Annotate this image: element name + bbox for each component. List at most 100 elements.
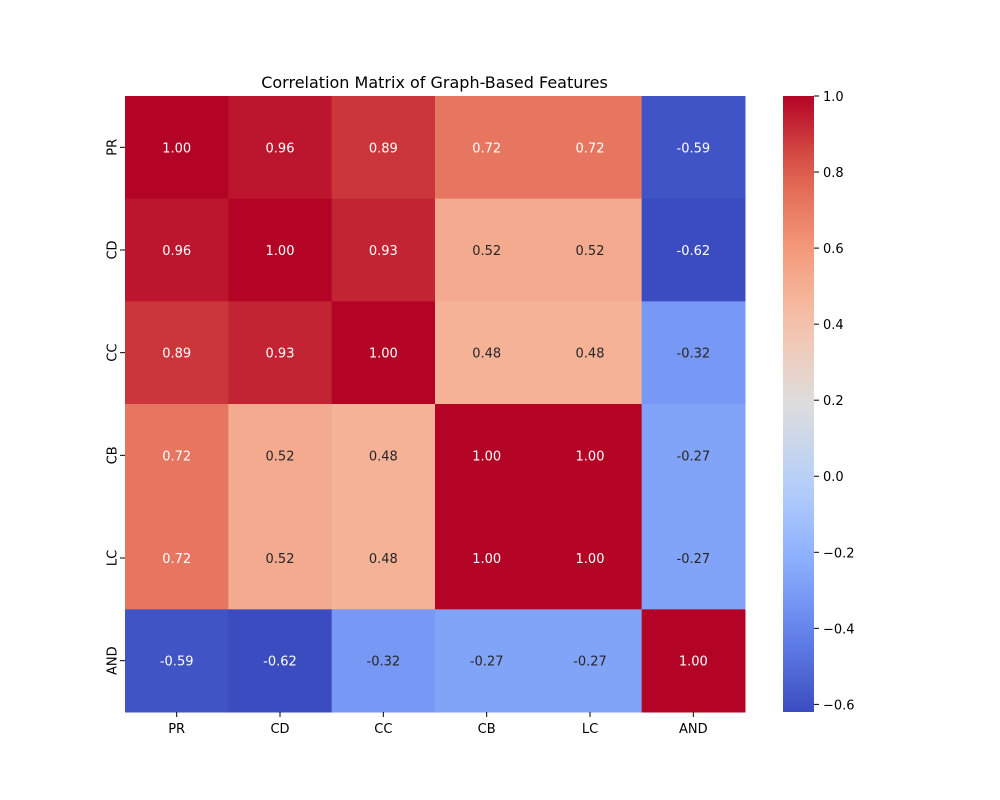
cell-value-label: 0.96: [266, 141, 295, 156]
cell-value-label: -0.32: [677, 347, 711, 362]
cell-value-label: 0.72: [162, 552, 191, 567]
heatmap-cells: 1.00 0.96 0.89 0.72 0.72 -0.59 0.96 1.00 0.93 0.5…: [125, 96, 746, 713]
heatmap-cell: [331, 506, 436, 610]
x-tick-label: CC: [374, 722, 392, 737]
heatmap-cell: [435, 506, 539, 610]
colorbar-tick-label: 0.6: [823, 242, 844, 257]
heatmap-cell: [435, 96, 539, 200]
heatmap-cell: [228, 301, 333, 405]
cell-value-label: -0.59: [677, 141, 711, 156]
heatmap-cell: [435, 404, 539, 508]
heatmap-cell: [641, 96, 746, 200]
cell-value-label: 1.00: [162, 141, 191, 156]
colorbar-tick-label: 0.0: [823, 470, 844, 485]
heatmap-cell: [641, 301, 746, 405]
cell-value-label: 0.89: [162, 347, 191, 362]
x-tick-label: CB: [478, 722, 496, 737]
colorbar: 1.0 0.8 0.6 0.4 0.2 0.0 −0.2 −0.4 −0.6: [783, 90, 855, 713]
heatmap-cell: [538, 404, 643, 508]
cell-value-label: -0.59: [160, 655, 194, 670]
x-tick-label: PR: [168, 722, 185, 737]
chart-title: Correlation Matrix of Graph-Based Featur…: [261, 73, 608, 92]
y-tick-label: CD: [106, 240, 121, 259]
colorbar-tick-label: 0.4: [823, 318, 844, 333]
heatmap-cell: [331, 609, 436, 713]
x-tick-label: AND: [679, 722, 708, 737]
cell-value-label: -0.32: [367, 655, 401, 670]
heatmap-cell: [228, 96, 333, 200]
heatmap-cell: [435, 301, 539, 405]
y-tick-label: PR: [106, 139, 121, 156]
cell-value-label: 0.96: [162, 244, 191, 259]
heatmap-cell: [331, 404, 436, 508]
cell-value-label: 0.72: [576, 141, 605, 156]
heatmap-cell: [435, 609, 539, 713]
colorbar-tick-label: −0.4: [823, 622, 855, 637]
cell-value-label: 1.00: [472, 449, 501, 464]
cell-value-label: -0.27: [470, 655, 504, 670]
colorbar-tick-label: 0.2: [823, 394, 844, 409]
heatmap-cell: [435, 198, 539, 302]
y-tick-label: LC: [106, 550, 121, 566]
heatmap-cell: [538, 301, 643, 405]
cell-value-label: 0.93: [266, 347, 295, 362]
heatmap-cell: [538, 96, 643, 200]
cell-value-label: 0.72: [162, 449, 191, 464]
heatmap-cell: [538, 198, 643, 302]
heatmap-cell: [538, 609, 643, 713]
y-tick-label: CB: [106, 446, 121, 464]
cell-value-label: 0.89: [369, 141, 398, 156]
cell-value-label: -0.62: [263, 655, 297, 670]
cell-value-label: 0.52: [576, 244, 605, 259]
cell-value-label: 0.52: [266, 552, 295, 567]
cell-value-label: -0.27: [573, 655, 607, 670]
cell-value-label: 1.00: [679, 655, 708, 670]
heatmap-cell: [125, 301, 229, 405]
x-axis: PR CD CC CB LC AND: [168, 712, 708, 737]
cell-value-label: 0.93: [369, 244, 398, 259]
colorbar-tick-label: −0.6: [823, 698, 855, 713]
y-tick-label: AND: [106, 646, 121, 675]
x-tick-label: LC: [582, 722, 598, 737]
heatmap-cell: [228, 198, 333, 302]
heatmap-cell: [228, 506, 333, 610]
cell-value-label: 1.00: [369, 347, 398, 362]
heatmap-cell: [331, 96, 436, 200]
heatmap-cell: [125, 506, 229, 610]
heatmap-cell: [228, 404, 333, 508]
heatmap-cell: [538, 506, 643, 610]
heatmap-cell: [331, 301, 436, 405]
y-tick-label: CC: [106, 344, 121, 362]
heatmap-cell: [331, 198, 436, 302]
cell-value-label: 0.48: [472, 347, 501, 362]
colorbar-tick-label: −0.2: [823, 546, 855, 561]
colorbar-tick-label: 0.8: [823, 166, 844, 181]
heatmap-cell: [125, 609, 229, 713]
cell-value-label: 1.00: [472, 552, 501, 567]
colorbar-tick-label: 1.0: [823, 90, 844, 105]
heatmap-cell: [641, 609, 746, 713]
heatmap-cell: [125, 404, 229, 508]
y-axis: PR CD CC CB LC AND: [106, 139, 125, 675]
heatmap-cell: [228, 609, 333, 713]
heatmap-cell: [125, 198, 229, 302]
cell-value-label: 0.52: [472, 244, 501, 259]
colorbar-gradient: [783, 96, 814, 712]
heatmap-cell: [641, 506, 746, 610]
cell-value-label: 0.52: [266, 449, 295, 464]
heatmap-cell: [641, 404, 746, 508]
x-tick-label: CD: [270, 722, 289, 737]
cell-value-label: -0.62: [677, 244, 711, 259]
cell-value-label: 0.72: [472, 141, 501, 156]
cell-value-label: -0.27: [677, 552, 711, 567]
heatmap-cell: [641, 198, 746, 302]
cell-value-label: 0.48: [576, 347, 605, 362]
heatmap-cell: [125, 96, 229, 200]
cell-value-label: -0.27: [677, 449, 711, 464]
cell-value-label: 1.00: [266, 244, 295, 259]
cell-value-label: 0.48: [369, 552, 398, 567]
cell-value-label: 1.00: [576, 552, 605, 567]
cell-value-label: 1.00: [576, 449, 605, 464]
cell-value-label: 0.48: [369, 449, 398, 464]
